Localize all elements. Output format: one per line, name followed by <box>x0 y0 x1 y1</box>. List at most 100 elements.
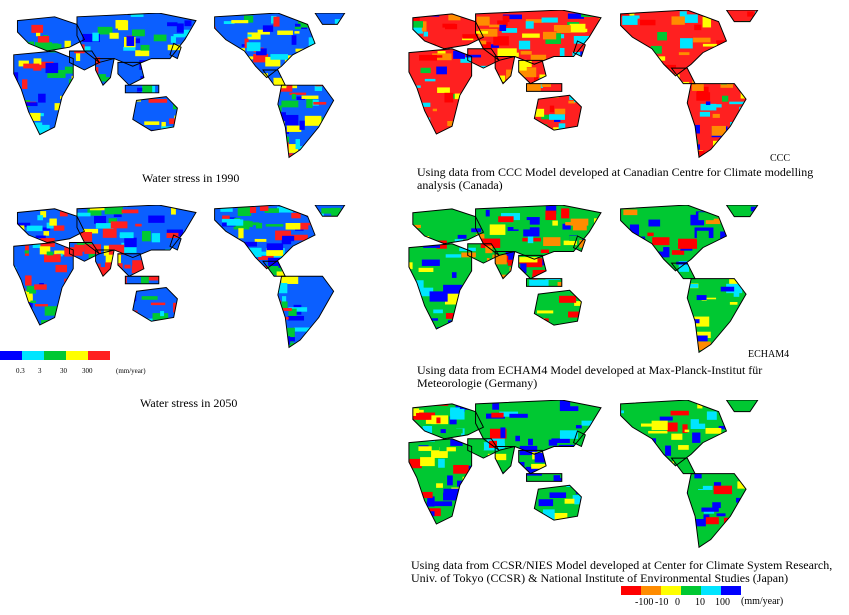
landmass-outline <box>76 205 197 259</box>
landmass-outline <box>475 10 602 65</box>
map-svg <box>408 205 759 354</box>
legend-swatch <box>641 586 661 595</box>
landmass-outline <box>412 403 485 440</box>
water-stress-1990-map <box>10 13 382 165</box>
landmass-outline <box>13 50 74 136</box>
landmass-outline <box>686 473 747 549</box>
landmass-outline <box>494 251 516 280</box>
caption-water-stress-2050: Water stress in 2050 <box>140 396 238 410</box>
legend-tick-label: -100 <box>635 597 654 608</box>
landmass-outline <box>620 205 728 272</box>
landmass-outline <box>124 275 160 285</box>
landmass-outline <box>124 84 160 94</box>
landmass-outline <box>16 16 86 52</box>
landmass-outline <box>214 13 316 79</box>
map-svg <box>13 205 346 349</box>
legend-swatch <box>681 586 701 595</box>
water-stress-2050-map <box>10 205 382 355</box>
landmass-outline <box>526 83 563 92</box>
water-stress-unit-label: (mm/year) <box>116 367 146 375</box>
landmass-outline <box>412 208 485 245</box>
caption-ccsr-nies-model: Using data from CCSR/NIES Model develope… <box>411 558 833 585</box>
landmass-outline <box>214 205 316 270</box>
caption-ccc-model: Using data from CCC Model developed at C… <box>417 165 814 192</box>
legend-tick-label: 0.3 <box>16 367 25 375</box>
landmass-outline <box>572 235 586 253</box>
landmass-outline <box>117 61 145 86</box>
legend-swatch <box>88 351 110 360</box>
landmass-outline <box>95 249 115 278</box>
landmass-outline <box>572 430 586 448</box>
landmass-outline <box>13 242 74 326</box>
map-svg <box>13 13 346 159</box>
landmass-outline <box>467 438 500 459</box>
landmass-outline <box>725 205 759 218</box>
landmass-outline <box>686 278 747 354</box>
landmass-outline <box>518 59 547 85</box>
landmass-outline <box>117 253 145 277</box>
water-stress-color-scale <box>0 351 110 360</box>
landmass-outline <box>314 13 346 25</box>
landmass-outline <box>572 40 586 58</box>
echam4-model-map <box>405 205 797 360</box>
landmass-outline <box>475 205 602 260</box>
landmass-outline <box>69 242 100 262</box>
legend-swatch <box>701 586 721 595</box>
legend-swatch <box>66 351 88 360</box>
landmass-outline <box>277 275 335 349</box>
landmass-outline <box>132 287 178 322</box>
landmass-outline <box>494 56 516 85</box>
landmass-outline <box>412 13 485 50</box>
ccc-model-map <box>405 10 797 165</box>
landmass-outline <box>408 243 473 330</box>
legend-tick-label: 0 <box>675 597 680 608</box>
landmass-outline <box>132 96 178 132</box>
legend-swatch <box>22 351 44 360</box>
landmass-outline <box>533 484 582 521</box>
model-tag-ccc: CCC <box>770 153 791 164</box>
landmass-outline <box>467 48 500 69</box>
landmass-outline <box>620 400 728 467</box>
ccsr-nies-model-map <box>405 400 797 555</box>
landmass-outline <box>408 438 473 525</box>
legend-swatch <box>661 586 681 595</box>
legend-tick-label: -10 <box>655 597 669 608</box>
landmass-outline <box>408 48 473 135</box>
legend-swatch <box>0 351 22 360</box>
landmass-outline <box>16 208 86 243</box>
landmass-outline <box>725 10 759 23</box>
map-svg <box>408 400 759 549</box>
landmass-outline <box>686 83 747 159</box>
caption-echam4-model: Using data from ECHAM4 Model developed a… <box>417 363 763 390</box>
landmass-outline <box>533 289 582 326</box>
runoff-change-unit-label: (mm/year) <box>741 596 784 607</box>
landmass-outline <box>518 449 547 475</box>
legend-swatch <box>721 586 741 595</box>
legend-tick-label: 30 <box>60 367 67 375</box>
landmass-outline <box>277 84 335 159</box>
landmass-outline <box>620 10 728 77</box>
model-tag-echam4: ECHAM4 <box>748 349 790 360</box>
landmass-outline <box>76 13 197 67</box>
legend-tick-label: 300 <box>82 367 93 375</box>
landmass-outline <box>475 400 602 455</box>
runoff-change-color-scale <box>621 586 741 595</box>
landmass-outline <box>533 94 582 131</box>
landmass-outline <box>314 205 346 217</box>
landmass-outline <box>494 446 516 475</box>
legend-tick-label: 3 <box>38 367 42 375</box>
landmass-outline <box>526 473 563 482</box>
landmass-outline <box>526 278 563 287</box>
caption-water-stress-1990: Water stress in 1990 <box>142 171 240 185</box>
landmass-outline <box>69 50 100 71</box>
landmass-outline <box>725 400 759 413</box>
landmass-outline <box>95 58 115 87</box>
landmass-outline <box>467 243 500 264</box>
legend-swatch <box>44 351 66 360</box>
legend-swatch <box>621 586 641 595</box>
legend-tick-label: 100 <box>715 597 730 608</box>
landmass-outline <box>169 234 182 251</box>
landmass-outline <box>518 254 547 280</box>
map-svg <box>408 10 759 159</box>
legend-tick-label: 10 <box>695 597 705 608</box>
